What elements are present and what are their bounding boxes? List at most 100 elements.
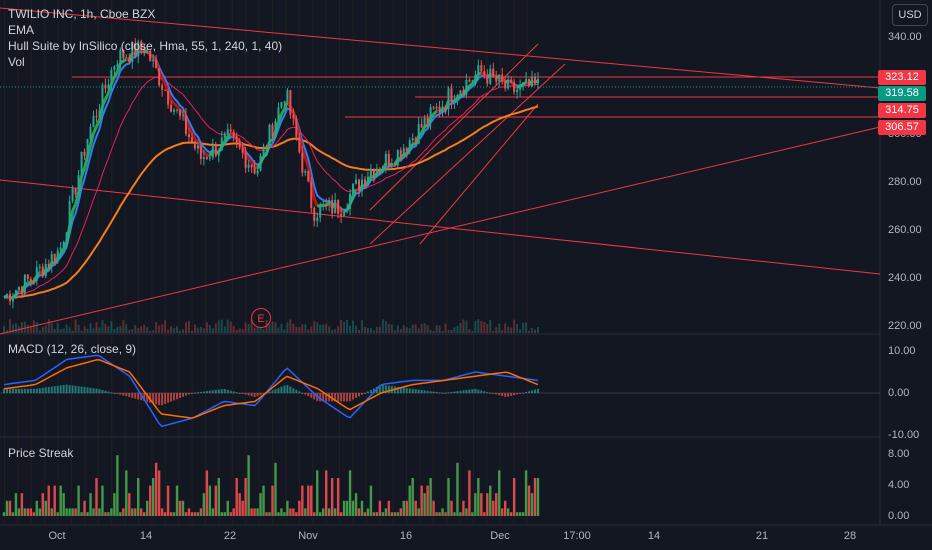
volume-bar bbox=[399, 329, 402, 333]
volume-bar bbox=[226, 319, 229, 333]
macd-histogram-bar bbox=[164, 393, 167, 404]
streak-bar bbox=[465, 508, 468, 516]
session-stripe bbox=[245, 0, 247, 525]
macd-pane-label[interactable]: MACD (12, 26, close, 9) bbox=[8, 342, 137, 356]
candle-body bbox=[441, 106, 444, 112]
volume-bar bbox=[325, 323, 328, 333]
candle-body bbox=[325, 204, 328, 206]
volume-bar bbox=[501, 330, 504, 333]
candle-body bbox=[95, 116, 98, 118]
macd-histogram-bar bbox=[346, 393, 349, 402]
volume-bar bbox=[328, 326, 331, 333]
volume-bar bbox=[77, 324, 80, 333]
streak-bar bbox=[480, 493, 483, 516]
macd-histogram-bar bbox=[50, 386, 53, 393]
streak-bar bbox=[399, 508, 402, 516]
volume-bar bbox=[435, 325, 438, 333]
volume-bar bbox=[495, 327, 498, 333]
candle-body bbox=[38, 266, 41, 268]
macd-histogram-bar bbox=[86, 387, 89, 393]
candle-body bbox=[486, 75, 489, 84]
streak-bar bbox=[148, 485, 152, 516]
session-stripe bbox=[419, 0, 421, 525]
candle-body bbox=[453, 99, 456, 103]
candle-body bbox=[23, 274, 26, 295]
macd-histogram-bar bbox=[202, 391, 205, 393]
earnings-marker[interactable]: E bbox=[251, 308, 271, 328]
streak-bar bbox=[456, 462, 459, 516]
candle-body bbox=[438, 106, 441, 112]
volume-bar bbox=[483, 321, 486, 333]
streak-bar bbox=[333, 508, 337, 516]
channel-line-lower bbox=[419, 103, 539, 245]
macd-histogram-bar bbox=[462, 390, 465, 393]
hull-suite-segment bbox=[193, 138, 199, 143]
ema-fast-line bbox=[3, 50, 539, 299]
symbol-title[interactable]: TWILIO INC, 1h, Cboe BZX bbox=[8, 7, 156, 21]
macd-histogram-bar bbox=[453, 391, 456, 393]
candle-body bbox=[513, 82, 516, 92]
candle-body bbox=[268, 124, 271, 149]
candle-body bbox=[53, 254, 56, 263]
session-stripe bbox=[285, 0, 287, 525]
volume-indicator-label[interactable]: Vol bbox=[8, 55, 25, 69]
macd-histogram-bar bbox=[405, 388, 408, 393]
candle-body bbox=[358, 179, 361, 191]
streak-bar bbox=[77, 485, 80, 516]
streak-bar bbox=[59, 485, 62, 516]
session-stripe bbox=[191, 0, 193, 525]
streak-bar bbox=[131, 508, 134, 516]
macd-histogram-bar bbox=[161, 393, 164, 406]
streak-bar bbox=[241, 500, 244, 516]
volume-bar bbox=[110, 321, 113, 333]
macd-histogram-bar bbox=[47, 387, 50, 393]
macd-histogram-bar bbox=[190, 393, 193, 394]
candle-body bbox=[390, 163, 393, 167]
streak-bar bbox=[441, 508, 444, 516]
streak-bar bbox=[354, 493, 358, 516]
hull-suite-indicator-label[interactable]: Hull Suite by InSilico (close, Hma, 55, … bbox=[8, 39, 283, 53]
price-label-319-58: 319.58 bbox=[878, 86, 926, 101]
session-stripe bbox=[164, 0, 166, 525]
streak-bar bbox=[533, 478, 537, 516]
volume-bar bbox=[140, 326, 143, 333]
streak-bar bbox=[298, 500, 301, 516]
macd-tick-neg10: -10.00 bbox=[888, 429, 920, 441]
volume-bar bbox=[390, 324, 393, 333]
candle-body bbox=[259, 155, 262, 171]
volume-bar bbox=[516, 323, 519, 333]
macd-histogram-bar bbox=[340, 393, 343, 402]
candle-body bbox=[450, 88, 453, 103]
macd-histogram-bar bbox=[11, 388, 14, 393]
macd-histogram-bar bbox=[101, 389, 104, 393]
candle-body bbox=[170, 104, 173, 112]
volume-bar bbox=[304, 324, 307, 333]
streak-bar bbox=[125, 470, 128, 516]
macd-histogram-bar bbox=[360, 393, 363, 395]
streak-bar bbox=[113, 493, 116, 516]
price-label-314-75: 314.75 bbox=[878, 103, 926, 118]
ema-indicator-label[interactable]: EMA bbox=[8, 23, 35, 37]
macd-histogram-bar bbox=[5, 388, 8, 393]
volume-bar bbox=[447, 329, 450, 333]
volume-bar bbox=[531, 328, 534, 333]
candle-body bbox=[62, 242, 65, 248]
volume-bar bbox=[29, 325, 32, 333]
volume-bar bbox=[223, 326, 226, 333]
streak-bar bbox=[426, 485, 429, 516]
macd-histogram-bar bbox=[247, 393, 250, 396]
candle-body bbox=[211, 144, 214, 158]
streak-bar bbox=[232, 508, 235, 516]
macd-histogram-bar bbox=[176, 393, 179, 400]
currency-button[interactable]: USD bbox=[892, 4, 928, 26]
volume-bar bbox=[343, 321, 346, 333]
volume-bar bbox=[438, 325, 441, 333]
volume-bar bbox=[101, 320, 104, 333]
macd-histogram-bar bbox=[531, 390, 534, 393]
price-streak-pane-label[interactable]: Price Streak bbox=[8, 446, 74, 460]
candle-body bbox=[92, 116, 95, 127]
streak-bar bbox=[41, 493, 44, 516]
hull-suite-segment bbox=[160, 77, 167, 85]
streak-bar bbox=[259, 493, 262, 516]
